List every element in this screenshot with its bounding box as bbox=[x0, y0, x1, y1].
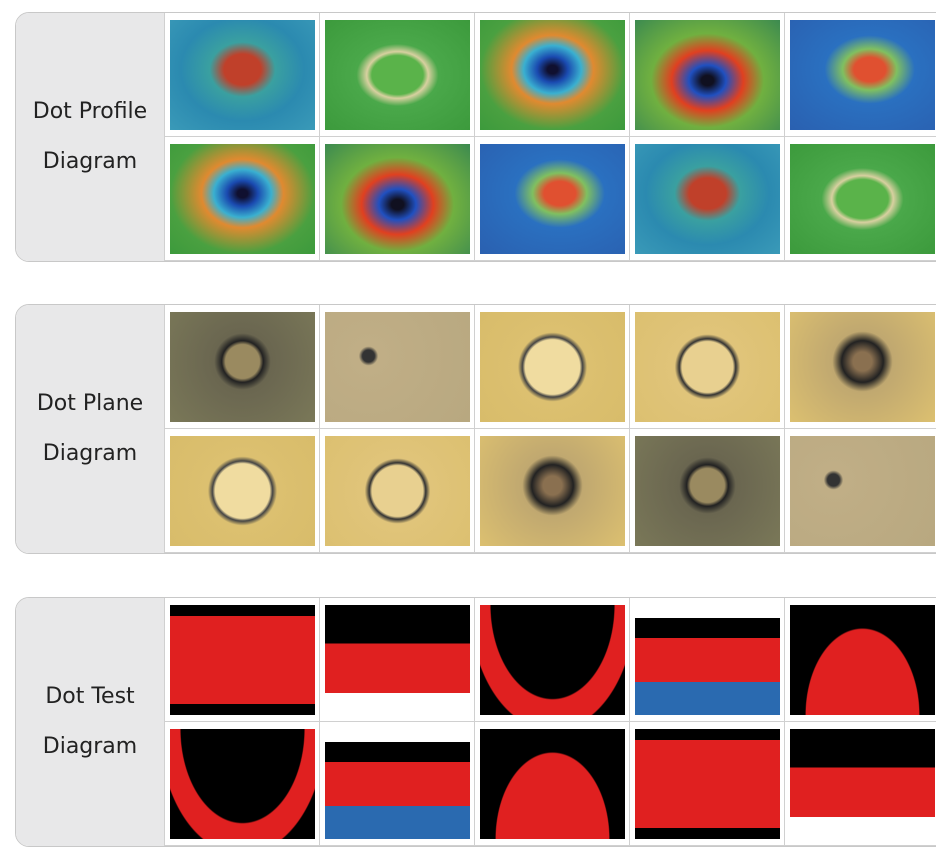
panel-label: Dot Plane Diagram bbox=[16, 305, 164, 553]
image bbox=[634, 728, 780, 839]
label-line: Dot Plane bbox=[36, 391, 144, 416]
panel: Dot Profile Diagram bbox=[15, 12, 936, 262]
image-cell bbox=[629, 137, 784, 261]
panel: Dot Test Diagram bbox=[15, 597, 936, 847]
label-line: Dot Test bbox=[45, 684, 135, 709]
image bbox=[324, 728, 470, 839]
image bbox=[169, 435, 315, 546]
image-cell bbox=[784, 13, 936, 137]
image-cell bbox=[164, 137, 319, 261]
image-cell bbox=[784, 305, 936, 429]
image-cell bbox=[319, 722, 474, 846]
label-line: Diagram bbox=[42, 441, 138, 466]
image bbox=[634, 143, 780, 254]
image bbox=[634, 311, 780, 422]
image bbox=[789, 311, 935, 422]
image bbox=[169, 311, 315, 422]
image-cell bbox=[629, 722, 784, 846]
image bbox=[324, 143, 470, 254]
image bbox=[479, 435, 625, 546]
image-cell bbox=[319, 598, 474, 722]
panel-label: Dot Profile Diagram bbox=[16, 13, 164, 261]
panel-label: Dot Test Diagram bbox=[16, 598, 164, 846]
image-cell bbox=[164, 13, 319, 137]
image bbox=[479, 311, 625, 422]
image bbox=[479, 604, 625, 715]
image-cell bbox=[319, 13, 474, 137]
image-cell bbox=[784, 598, 936, 722]
image bbox=[634, 435, 780, 546]
image bbox=[789, 435, 935, 546]
image-cell bbox=[784, 722, 936, 846]
image-cell bbox=[164, 598, 319, 722]
image-cell bbox=[164, 305, 319, 429]
image bbox=[169, 728, 315, 839]
image-cell bbox=[319, 137, 474, 261]
image-cell bbox=[319, 305, 474, 429]
image-cell bbox=[629, 13, 784, 137]
image-cell bbox=[474, 137, 629, 261]
image-cell bbox=[164, 429, 319, 553]
image bbox=[324, 311, 470, 422]
image-cell bbox=[474, 598, 629, 722]
image-cell bbox=[784, 137, 936, 261]
image-cell bbox=[784, 429, 936, 553]
image-cell bbox=[629, 305, 784, 429]
image bbox=[479, 728, 625, 839]
image bbox=[169, 19, 315, 130]
image bbox=[634, 19, 780, 130]
image bbox=[789, 728, 935, 839]
image-cell bbox=[474, 722, 629, 846]
label-line: Diagram bbox=[42, 734, 138, 759]
image bbox=[789, 19, 935, 130]
image-cell bbox=[474, 13, 629, 137]
image-cell bbox=[474, 305, 629, 429]
image bbox=[789, 604, 935, 715]
image bbox=[479, 19, 625, 130]
image bbox=[479, 143, 625, 254]
image bbox=[169, 143, 315, 254]
image bbox=[789, 143, 935, 254]
image bbox=[169, 604, 315, 715]
image bbox=[634, 604, 780, 715]
image bbox=[324, 435, 470, 546]
image-cell bbox=[629, 429, 784, 553]
image bbox=[324, 19, 470, 130]
image-cell bbox=[164, 722, 319, 846]
label-line: Dot Profile bbox=[32, 99, 148, 124]
image bbox=[324, 604, 470, 715]
image-cell bbox=[474, 429, 629, 553]
image-cell bbox=[629, 598, 784, 722]
image-cell bbox=[319, 429, 474, 553]
panel: Dot Plane Diagram bbox=[15, 304, 936, 554]
label-line: Diagram bbox=[42, 149, 138, 174]
